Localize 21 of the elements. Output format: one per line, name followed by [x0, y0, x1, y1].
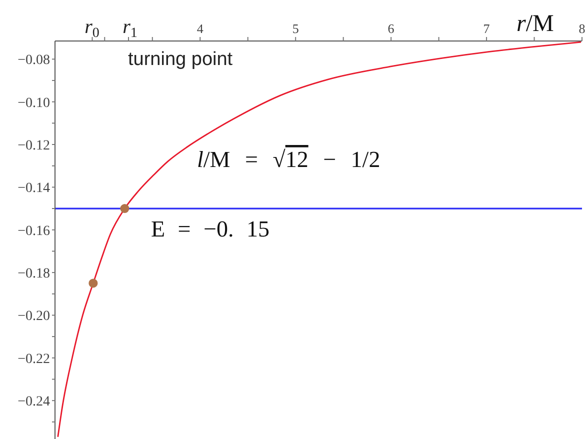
y-tick-label: −0.16 — [18, 224, 50, 239]
y-tick-label: −0.18 — [18, 266, 50, 282]
annotation: turning point — [128, 49, 234, 70]
y-tick-label: −0.20 — [18, 309, 50, 324]
x-tick-label: 4 — [196, 21, 204, 36]
annotation: l/M = √12 − 1/2 — [197, 147, 380, 172]
y-tick-label: −0.12 — [18, 138, 50, 154]
line-series — [57, 41, 582, 438]
text: r$_{0}$ — [84, 16, 100, 41]
y-tick-label: −0.08 — [18, 53, 50, 68]
text: r$_{1}$ — [122, 16, 138, 41]
y-tick-label: −0.22 — [18, 352, 50, 367]
y-tick-label: −0.10 — [18, 96, 50, 111]
y-tick-label: −0.14 — [18, 181, 50, 196]
ref-line-label: E = −0. 15 — [151, 216, 270, 242]
x-axis-title: r/M — [516, 11, 554, 37]
x-tick-label: 7 — [483, 21, 490, 36]
x-tick-label: 8 — [578, 21, 586, 36]
y-tick-label: −0.24 — [18, 394, 50, 410]
x-tick-label: 6 — [388, 21, 395, 36]
x-tick-label: 5 — [292, 21, 299, 36]
